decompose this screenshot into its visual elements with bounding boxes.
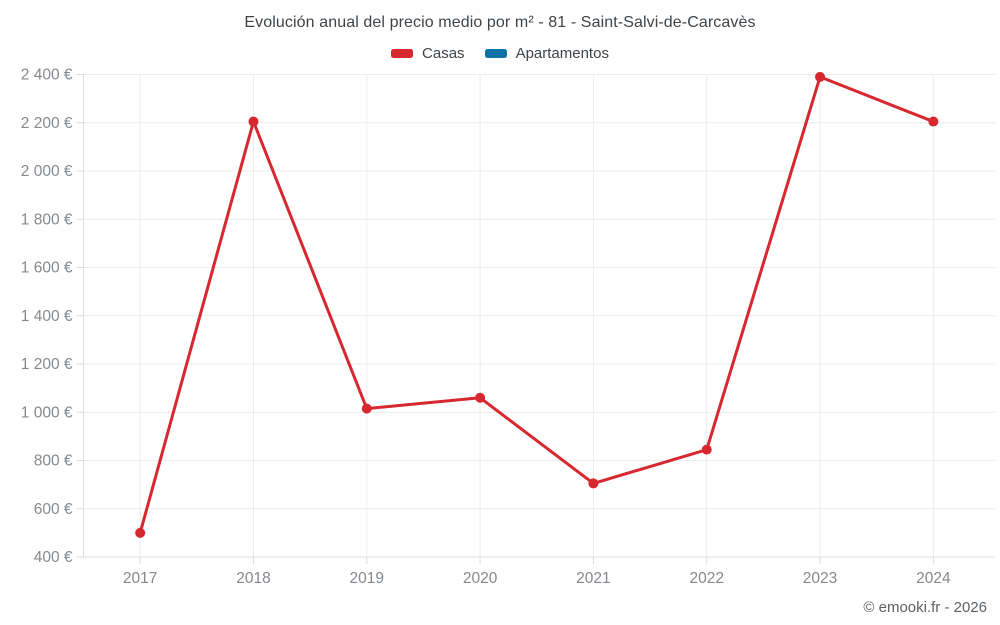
legend-item-apartamentos[interactable]: Apartamentos <box>484 45 609 62</box>
casas-line <box>138 75 935 535</box>
data-point[interactable] <box>248 116 259 127</box>
y-tick-label: 1 200 € <box>21 356 73 373</box>
x-tick-label: 2017 <box>123 570 157 587</box>
x-tick-label: 2021 <box>576 570 610 587</box>
x-tick-label: 2024 <box>916 570 951 587</box>
footer-credit: © emooki.fr - 2026 <box>863 599 987 616</box>
data-point[interactable] <box>701 444 712 455</box>
y-tick-label: 2 000 € <box>21 163 73 180</box>
data-point[interactable] <box>815 71 826 82</box>
legend-item-casas[interactable]: Casas <box>391 45 465 62</box>
gridlines <box>83 74 995 558</box>
chart-legend: Casas Apartamentos <box>0 45 1000 62</box>
x-tick-label: 2018 <box>236 570 270 587</box>
data-point[interactable] <box>475 392 486 403</box>
y-tick-label: 600 € <box>34 501 73 518</box>
legend-label-apartamentos: Apartamentos <box>515 45 609 62</box>
y-tick-label: 2 200 € <box>21 115 73 132</box>
x-tick-label: 2019 <box>350 570 384 587</box>
x-tick-label: 2020 <box>463 570 498 587</box>
chart-title: Evolución anual del precio medio por m² … <box>244 14 756 31</box>
x-axis-labels: 2017 2018 2019 2020 2021 2022 2023 2024 <box>123 570 951 587</box>
y-tick-label: 1 400 € <box>21 308 73 325</box>
y-tick-label: 1 000 € <box>21 404 73 421</box>
data-point[interactable] <box>928 116 939 127</box>
y-tick-label: 1 600 € <box>21 260 73 277</box>
y-axis-labels: 400 € 600 € 800 € 1 000 € 1 200 € 1 400 € 1 60… <box>21 67 73 567</box>
y-tick-label: 2 400 € <box>21 67 73 84</box>
data-point[interactable] <box>361 403 372 414</box>
data-point[interactable] <box>588 478 599 489</box>
casas-legend-swatch-icon <box>391 49 414 58</box>
data-point[interactable] <box>135 527 146 538</box>
y-tick-label: 1 800 € <box>21 211 73 228</box>
x-tick-label: 2023 <box>803 570 837 587</box>
casas-series <box>135 71 939 538</box>
y-tick-label: 800 € <box>34 453 73 470</box>
apartamentos-legend-swatch-icon <box>484 49 507 58</box>
x-tick-label: 2022 <box>689 570 723 587</box>
legend-label-casas: Casas <box>422 45 465 62</box>
tick-marks <box>76 74 934 564</box>
y-tick-label: 400 € <box>34 549 73 566</box>
